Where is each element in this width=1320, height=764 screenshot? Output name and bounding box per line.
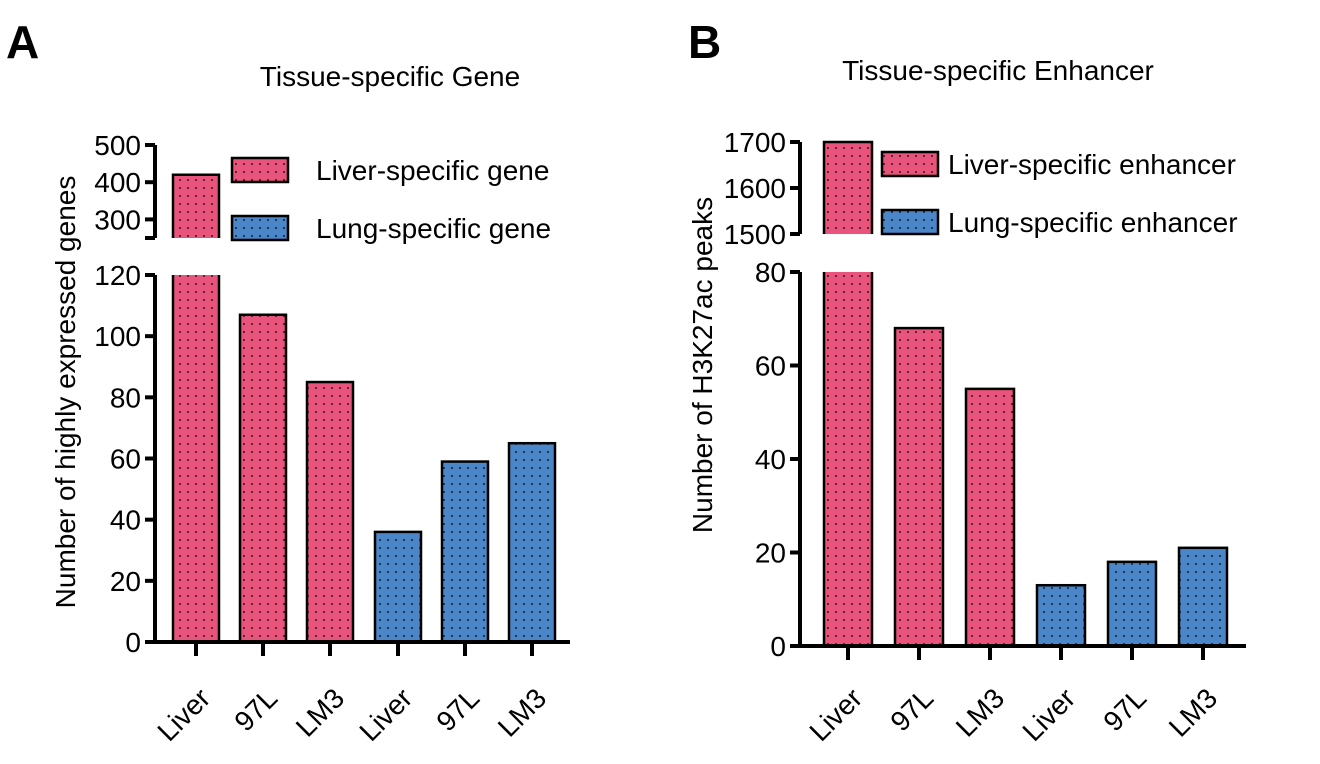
panel-a-title: Tissue-specific Gene	[260, 61, 520, 92]
panel-a-bar-4	[373, 530, 423, 644]
panel-b-x-tick-label: LM3	[950, 682, 1010, 742]
panel-a-y-tick-label-upper: 300	[94, 204, 141, 235]
panel-b-bar-upper-outline	[822, 140, 874, 234]
panel-a-legend-swatch-outline	[230, 156, 290, 184]
panel-a-x-tick-label: 97L	[430, 682, 485, 737]
panel-a-label: A	[6, 16, 39, 68]
panel-a-bar-upper-dots	[173, 174, 219, 238]
panel-a-bar-lower-dots	[173, 275, 219, 642]
panel-a-y-tick-label-upper: 400	[94, 167, 141, 198]
panel-a-legend-item-2: Lung-specific gene	[230, 213, 551, 244]
panel-a-bar-6	[507, 441, 557, 644]
panel-b-y-tick-label-lower: 0	[770, 631, 786, 662]
panel-a-legend-swatch-outline	[230, 214, 290, 242]
panel-a-bar-5	[440, 460, 490, 644]
panel-b-legend-item-2: Lung-specific enhancer	[880, 207, 1238, 238]
panel-b-x-tick-label: 97L	[1097, 682, 1152, 737]
panel-a-bar-outline	[305, 380, 355, 644]
panel-b-y-tick-label-upper: 1500	[724, 219, 786, 250]
panel-b-bar-2	[893, 326, 945, 648]
panel-a-bar-1	[171, 173, 221, 644]
panel-b-bar-outline	[964, 387, 1016, 648]
panel-a-y-tick-label-lower: 120	[94, 260, 141, 291]
panel-b-legend-label: Liver-specific enhancer	[948, 149, 1236, 180]
panel-a: A Tissue-specific Gene Number of highly …	[6, 16, 570, 747]
panel-b-bar-5	[1106, 560, 1158, 648]
panel-b-bar-6	[1177, 546, 1229, 648]
panel-a-bar-outline	[507, 441, 557, 644]
panel-b-title: Tissue-specific Enhancer	[842, 55, 1154, 86]
panel-a-y-tick-label-lower: 0	[125, 627, 141, 658]
panel-a-x-tick-label: LM3	[290, 682, 350, 742]
panel-a-bar-2	[238, 313, 288, 644]
panel-a-y-tick-label-lower: 40	[110, 505, 141, 536]
panel-a-y-tick-label-upper: 500	[94, 130, 141, 161]
panel-a-x-tick-label: LM3	[492, 682, 552, 742]
panel-a-y-tick-label-lower: 100	[94, 321, 141, 352]
panel-b-bar-outline	[1177, 546, 1229, 648]
panel-a-bar-3	[305, 380, 355, 644]
panel-b-x-tick-label: 97L	[884, 682, 939, 737]
panel-a-bar-outline	[238, 313, 288, 644]
panel-a-y-tick-label-lower: 60	[110, 444, 141, 475]
panel-b-y-tick-label-lower: 20	[755, 538, 786, 569]
panel-b-legend-item-1: Liver-specific enhancer	[880, 149, 1236, 180]
panel-a-legend-label: Liver-specific gene	[316, 155, 549, 186]
panel-b: B Tissue-specific Enhancer Number of H3K…	[687, 16, 1246, 747]
panel-a-bar-upper-outline	[171, 173, 221, 238]
panel-a-x-tick-label: Liver	[151, 682, 216, 747]
panel-a-y-axis-title: Number of highly expressed genes	[50, 176, 81, 609]
panel-a-bar-outline	[373, 530, 423, 644]
panel-b-bar-upper-dots	[824, 142, 872, 234]
panel-b-legend-swatch-outline	[880, 208, 940, 236]
panel-b-bar-outline	[893, 326, 945, 648]
panel-b-legend-label: Lung-specific enhancer	[948, 207, 1238, 238]
panel-b-bar-lower-dots	[824, 272, 872, 646]
panel-b-bar-outline	[1106, 560, 1158, 648]
panel-b-y-tick-label-lower: 80	[755, 257, 786, 288]
panel-b-y-tick-label-lower: 40	[755, 444, 786, 475]
panel-b-bar-outline	[1035, 583, 1087, 648]
panel-b-bar-4	[1035, 583, 1087, 648]
panel-b-bar-1	[822, 140, 874, 648]
panel-a-legend-item-1: Liver-specific gene	[230, 155, 549, 186]
panel-b-x-tick-label: LM3	[1163, 682, 1223, 742]
panel-b-x-tick-label: Liver	[1016, 682, 1081, 747]
panel-b-y-tick-label-upper: 1600	[724, 173, 786, 204]
panel-a-y-tick-label-lower: 20	[110, 566, 141, 597]
panel-a-legend-label: Lung-specific gene	[316, 213, 551, 244]
panel-b-label: B	[688, 16, 721, 68]
panel-b-y-tick-label-lower: 60	[755, 351, 786, 382]
panel-a-x-tick-label: Liver	[353, 682, 418, 747]
panel-b-bar-3	[964, 387, 1016, 648]
panel-b-y-axis-title: Number of H3K27ac peaks	[687, 197, 718, 533]
panel-b-y-tick-label-upper: 1700	[724, 127, 786, 158]
panel-b-legend-swatch-outline	[880, 150, 940, 178]
panel-a-x-tick-label: 97L	[228, 682, 283, 737]
panel-b-x-tick-label: Liver	[803, 682, 868, 747]
panel-a-y-tick-label-lower: 80	[110, 382, 141, 413]
panel-a-bar-outline	[440, 460, 490, 644]
